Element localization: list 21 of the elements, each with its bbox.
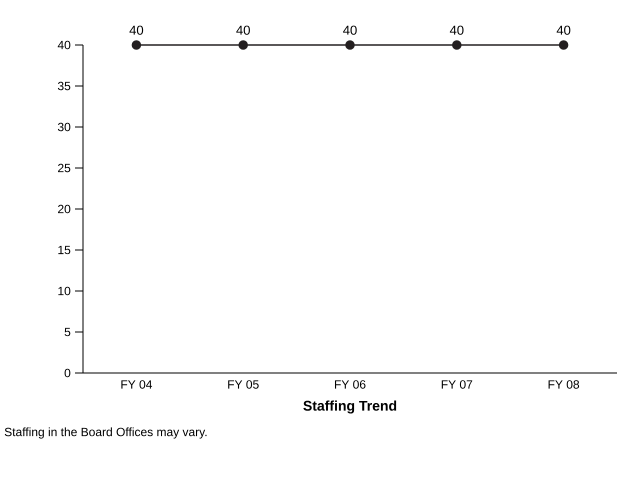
y-tick-label: 5: [64, 328, 70, 336]
y-tick-label: 20: [58, 204, 70, 214]
y-tick-label: 25: [58, 164, 70, 172]
y-tick-label: 10: [58, 286, 70, 296]
text: Staffing Trend: [303, 400, 396, 414]
data-label: 40: [129, 26, 144, 35]
data-label: 40: [236, 26, 250, 35]
data-label: 40: [450, 26, 464, 35]
y-tick-label: 15: [58, 246, 70, 254]
data-label: 40: [556, 26, 570, 35]
y-tick-label: 0: [64, 368, 70, 378]
x-tick-label: FY 08: [548, 380, 580, 389]
x-tick-label: FY 04: [121, 380, 152, 389]
data-label: 40: [343, 26, 357, 35]
x-tick-label: FY 06: [334, 380, 366, 389]
text: Staffing in the Board Offices may vary.: [4, 427, 207, 439]
y-tick-label: 40: [58, 40, 70, 50]
y-tick-label: 35: [58, 82, 70, 90]
x-tick-label: FY 05: [228, 380, 259, 389]
x-tick-label: FY 07: [442, 380, 472, 389]
y-tick-label: 30: [58, 122, 70, 132]
